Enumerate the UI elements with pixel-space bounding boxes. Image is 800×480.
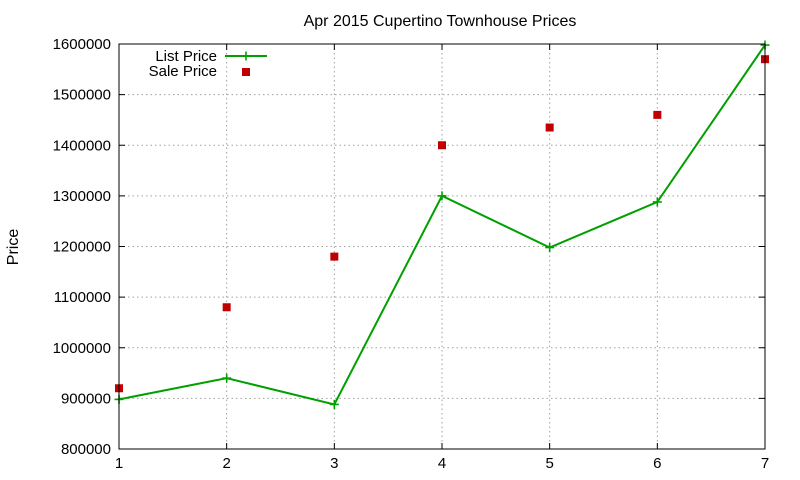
y-tick-label: 1100000 (54, 289, 111, 306)
grid (119, 44, 765, 449)
list-price-point (652, 197, 662, 207)
x-tick-label: 2 (222, 455, 230, 472)
x-tick-label: 3 (330, 455, 338, 472)
sale-price-point (653, 110, 662, 119)
y-tick-label: 1600000 (53, 36, 111, 53)
y-axis-label: Price (5, 229, 22, 266)
y-tick-label: 800000 (61, 441, 111, 458)
sale-price-point (438, 141, 446, 150)
list-price-point (437, 191, 447, 201)
y-tick-label: 1300000 (53, 188, 111, 205)
x-tick-label: 4 (438, 455, 446, 472)
legend-swatch-sale-price (242, 68, 250, 76)
y-tick-label: 1200000 (53, 239, 111, 256)
sale-price-point (222, 303, 231, 312)
axis-ticks: 800000 900000 1000000 1100000 1200000 1300000… (53, 36, 770, 472)
list-price-point (545, 243, 555, 253)
x-tick-label: 6 (653, 455, 661, 472)
chart-title: Apr 2015 Cupertino Townhouse Prices (304, 13, 577, 30)
x-tick-label: 7 (761, 455, 769, 472)
x-tick-label: 1 (115, 455, 123, 472)
list-price-point (329, 399, 339, 409)
y-tick-label: 1000000 (53, 340, 111, 357)
list-price-point (222, 373, 232, 383)
plot-frame (118, 43, 766, 450)
legend-label-list-price: List Price (155, 48, 217, 65)
y-tick-label: 900000 (61, 390, 111, 407)
legend-label-sale-price: Sale Price (149, 63, 217, 80)
sale-price-point (330, 252, 339, 261)
y-tick-label: 1400000 (53, 137, 111, 154)
sale-price-point (545, 123, 554, 132)
y-tick-label: 1500000 (53, 87, 111, 104)
x-tick-label: 5 (545, 455, 553, 472)
